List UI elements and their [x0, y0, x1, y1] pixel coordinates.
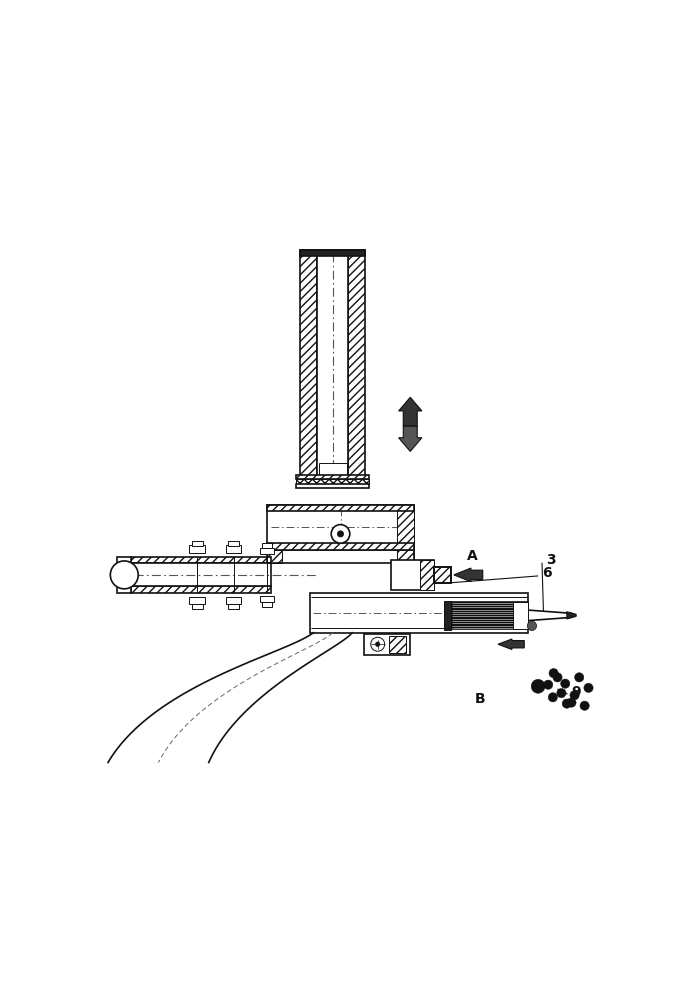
Bar — [296, 479, 370, 484]
Circle shape — [338, 531, 344, 537]
Text: 9: 9 — [572, 685, 581, 699]
Bar — [262, 602, 271, 607]
Bar — [260, 548, 274, 554]
Bar — [296, 475, 370, 479]
Circle shape — [553, 673, 562, 682]
Bar — [262, 543, 271, 548]
FancyArrow shape — [454, 568, 483, 582]
Circle shape — [549, 668, 558, 678]
Bar — [391, 560, 433, 590]
Bar — [228, 604, 239, 609]
Polygon shape — [528, 610, 576, 621]
Circle shape — [376, 642, 380, 647]
FancyArrow shape — [399, 426, 422, 451]
FancyArrow shape — [498, 639, 524, 649]
Bar — [267, 543, 414, 550]
Circle shape — [331, 525, 350, 543]
Circle shape — [111, 561, 138, 589]
Circle shape — [544, 680, 553, 689]
Bar — [260, 596, 274, 602]
Circle shape — [549, 693, 557, 702]
Bar — [267, 505, 414, 550]
Bar — [433, 567, 451, 583]
Bar — [192, 604, 203, 609]
Circle shape — [584, 683, 593, 693]
Bar — [420, 560, 433, 590]
Bar — [397, 505, 414, 550]
FancyArrow shape — [399, 397, 422, 426]
Bar — [226, 545, 241, 553]
Circle shape — [557, 688, 566, 698]
Text: 3: 3 — [546, 553, 555, 567]
Text: 6: 6 — [542, 566, 552, 580]
Bar — [364, 634, 410, 655]
Bar — [348, 250, 365, 479]
Circle shape — [371, 637, 384, 651]
Bar — [132, 586, 271, 593]
Bar — [300, 250, 317, 479]
Bar — [228, 541, 239, 546]
Circle shape — [567, 698, 576, 707]
Bar — [513, 602, 528, 629]
Bar — [192, 541, 203, 546]
Circle shape — [527, 621, 536, 631]
Bar — [267, 550, 282, 563]
Circle shape — [574, 673, 584, 682]
Circle shape — [562, 699, 572, 708]
Bar — [300, 250, 365, 256]
Circle shape — [561, 679, 570, 688]
Bar — [317, 250, 348, 479]
Text: B: B — [475, 692, 485, 706]
Circle shape — [570, 691, 579, 700]
Bar — [309, 593, 528, 633]
Bar — [296, 484, 370, 488]
Bar — [388, 636, 405, 653]
Bar — [451, 602, 528, 629]
Bar — [267, 505, 414, 511]
Bar — [444, 601, 451, 630]
Bar — [132, 563, 271, 586]
Polygon shape — [567, 612, 576, 619]
Circle shape — [531, 679, 545, 693]
Text: A: A — [467, 549, 477, 563]
Circle shape — [580, 701, 589, 710]
Bar — [189, 597, 205, 604]
Bar — [132, 557, 271, 563]
Bar — [226, 597, 241, 604]
Bar — [433, 567, 451, 583]
Bar — [397, 550, 414, 563]
Bar — [189, 545, 205, 553]
Bar — [319, 463, 346, 479]
Bar — [117, 557, 132, 593]
